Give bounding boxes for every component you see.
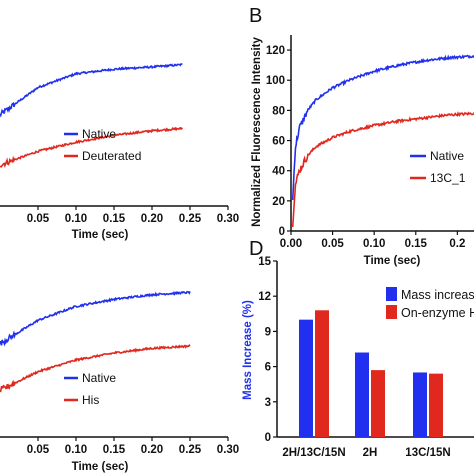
panel-c: 0.05 0.10 0.15 0.20 0.25 0.30 Time (sec) Nati…: [0, 290, 239, 473]
panel-c-legend-label-his: His: [82, 393, 99, 407]
panel-a-x-tick-label: 0.05: [27, 213, 50, 225]
panel-d-legend-label-red: On-enzyme H: [401, 306, 474, 320]
panel-b-y-tick-label: 80: [272, 105, 285, 117]
panel-d-y-tick-label: 6: [265, 362, 271, 374]
panel-d-category-labels: 2H/13C/15N 2H 13C/15N: [282, 447, 450, 459]
panel-b-y-tick-label: 120: [266, 45, 285, 57]
panel-d-legend-label-blue: Mass increas: [401, 288, 474, 302]
panel-d-y-tick-label: 0: [265, 432, 271, 444]
panel-d-category-label: 13C/15N: [405, 447, 450, 459]
panel-c-x-tick-label: 0.30: [217, 444, 239, 456]
panel-b-series: [291, 54, 474, 228]
panel-d-category-label: 2H/13C/15N: [282, 447, 345, 459]
panel-d-y-tick-label: 15: [258, 256, 271, 268]
panel-b-y-tick-label: 100: [266, 75, 285, 87]
panel-a-x-tick-label: 0.30: [217, 213, 239, 225]
panel-a-legend: Native Deuterated: [64, 127, 141, 163]
panel-b-legend-label-13c: 13C_1: [430, 171, 466, 185]
panel-c-legend-label-native: Native: [82, 371, 116, 385]
panel-b-y-ticks: 0 20 40 60 80 100 120: [266, 45, 291, 238]
panel-a-legend-label-deuterated: Deuterated: [82, 149, 141, 163]
panel-d-bar-2-1: [429, 373, 443, 437]
panel-d-y-tick-label: 3: [265, 397, 271, 409]
panel-b-x-axis-title: Time (sec): [364, 255, 421, 267]
panel-d-y-axis-title: Mass Increase (%): [242, 300, 254, 400]
panel-d-bar-1-0: [355, 352, 369, 437]
panel-d-letter: D: [249, 238, 263, 260]
panel-c-series-line-0: [0, 290, 191, 347]
panel-c-series: [0, 290, 191, 393]
panel-b-x-tick-label: 0.15: [405, 238, 428, 250]
panel-a-x-ticks: 0.05 0.10 0.15 0.20 0.25 0.30: [27, 206, 239, 225]
panel-d-category-label: 2H: [363, 447, 378, 459]
panel-b-series-line-0: [291, 54, 474, 200]
panel-a-x-tick-label: 0.25: [179, 213, 202, 225]
panel-c-x-tick-label: 0.15: [103, 444, 126, 456]
panel-b-y-axis-title: Normalized Fluorescence Intensity: [251, 36, 263, 226]
panel-c-x-tick-label: 0.10: [65, 444, 87, 456]
panel-b-x-tick-label: 0.2: [449, 238, 465, 250]
panel-b-legend-label-native: Native: [430, 149, 464, 163]
panel-b-legend: Native 13C_1: [410, 149, 466, 185]
panel-d-bar-2-0: [413, 372, 427, 437]
panel-a-x-axis-title: Time (sec): [72, 229, 129, 241]
panel-a-legend-label-native: Native: [82, 127, 116, 141]
panel-d-legend: Mass increas On-enzyme H: [386, 287, 474, 320]
panel-b-x-tick-label: 0.05: [321, 238, 344, 250]
panel-b-series-line-1: [291, 111, 474, 228]
panel-a-series: [0, 63, 184, 168]
panel-a-series-line-1: [0, 126, 184, 168]
panel-c-x-axis-title: Time (sec): [72, 461, 129, 473]
panel-b: B 0 20 40 60 80 100 120 0.00 0.05 0.10 0.15 0.2 No…: [249, 5, 474, 267]
panel-c-x-tick-label: 0.25: [179, 444, 202, 456]
panel-d-y-tick-label: 9: [265, 326, 271, 338]
panel-b-y-tick-label: 0: [279, 226, 285, 238]
panel-c-series-line-1: [0, 344, 191, 393]
panel-b-x-ticks: 0.00 0.05 0.10 0.15 0.2: [280, 231, 465, 250]
panel-c-x-ticks: 0.05 0.10 0.15 0.20 0.25 0.30: [27, 437, 239, 456]
panel-d-bar-1-1: [371, 370, 385, 437]
panel-d-bar-0-1: [315, 310, 329, 437]
panel-b-x-tick-label: 0.00: [280, 238, 302, 250]
panel-b-y-tick-label: 40: [272, 166, 285, 178]
panel-b-y-tick-label: 60: [272, 136, 285, 148]
panel-d: D 0 3 6 9 12 15 2H/13C/15N 2H 13C/15N Mass Incr…: [242, 238, 474, 459]
panel-c-legend: Native His: [64, 371, 116, 407]
panel-a-x-tick-label: 0.10: [65, 213, 87, 225]
panel-d-legend-swatch-red: [386, 305, 397, 319]
panel-a: 0.05 0.10 0.15 0.20 0.25 0.30 Time (sec) Nati…: [0, 63, 239, 241]
panel-b-x-tick-label: 0.10: [363, 238, 385, 250]
panel-d-y-tick-label: 12: [258, 291, 271, 303]
panel-d-legend-swatch-blue: [386, 287, 397, 301]
panel-d-bar-0-0: [299, 319, 313, 437]
panel-a-x-tick-label: 0.20: [141, 213, 163, 225]
panel-d-bars: [299, 310, 443, 437]
panel-b-y-tick-label: 20: [272, 196, 285, 208]
panel-b-letter: B: [249, 5, 262, 27]
panel-c-x-tick-label: 0.20: [141, 444, 163, 456]
panel-a-x-tick-label: 0.15: [103, 213, 126, 225]
panel-d-y-ticks: 0 3 6 9 12 15: [258, 256, 277, 444]
panel-a-series-line-0: [0, 63, 183, 118]
panel-c-x-tick-label: 0.05: [27, 444, 50, 456]
